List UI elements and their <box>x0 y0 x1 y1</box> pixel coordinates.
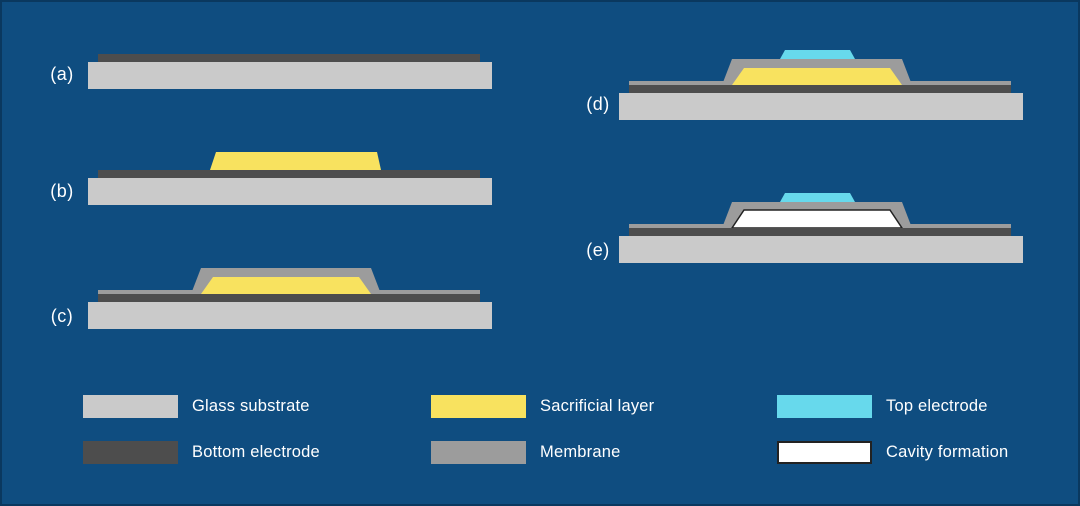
glass-substrate-layer <box>88 62 492 89</box>
sacrificial-layer <box>210 152 381 170</box>
cavity-region <box>730 209 904 229</box>
step-a-diagram <box>88 54 492 89</box>
bottom-electrode-layer <box>98 294 480 302</box>
bottom-electrode-layer <box>98 54 480 62</box>
legend-label: Bottom electrode <box>192 443 320 461</box>
legend-label: Sacrificial layer <box>540 397 655 415</box>
bottom-electrode-layer <box>629 85 1011 93</box>
legend-item-glass-substrate: Glass substrate <box>83 395 310 418</box>
bottom-electrode-swatch <box>83 441 178 464</box>
sacrificial-layer-swatch <box>431 395 526 418</box>
legend-item-cavity-formation: Cavity formation <box>777 441 1008 464</box>
legend-label: Membrane <box>540 443 621 461</box>
step-d-label: (d) <box>586 94 610 114</box>
legend-item-bottom-electrode: Bottom electrode <box>83 441 320 464</box>
step-b-label: (b) <box>50 181 74 201</box>
top-electrode-layer <box>780 193 855 202</box>
sacrificial-layer <box>201 277 371 294</box>
step-e-diagram <box>619 193 1023 263</box>
top-electrode-swatch <box>777 395 872 418</box>
glass-substrate-layer <box>88 178 492 205</box>
step-a-label: (a) <box>50 64 74 84</box>
top-electrode-layer <box>780 50 855 59</box>
step-d-diagram <box>619 50 1023 120</box>
glass-substrate-swatch <box>83 395 178 418</box>
legend-label: Cavity formation <box>886 443 1009 461</box>
bottom-electrode-layer <box>98 170 480 178</box>
step-e-label: (e) <box>586 240 610 260</box>
legend-item-membrane: Membrane <box>431 441 620 464</box>
bottom-electrode-layer <box>629 228 1011 236</box>
legend-item-top-electrode: Top electrode <box>777 395 988 418</box>
legend-item-sacrificial-layer: Sacrificial layer <box>431 395 654 418</box>
glass-substrate-layer <box>619 236 1023 263</box>
step-b-diagram <box>88 152 492 205</box>
legend-label: Glass substrate <box>192 397 310 415</box>
membrane-swatch <box>431 441 526 464</box>
glass-substrate-layer <box>619 93 1023 120</box>
legend-label: Top electrode <box>886 397 988 415</box>
step-c-label: (c) <box>50 306 74 326</box>
sacrificial-layer <box>732 68 902 85</box>
glass-substrate-layer <box>88 302 492 329</box>
step-c-diagram <box>88 268 492 329</box>
cavity-formation-swatch <box>777 441 872 464</box>
